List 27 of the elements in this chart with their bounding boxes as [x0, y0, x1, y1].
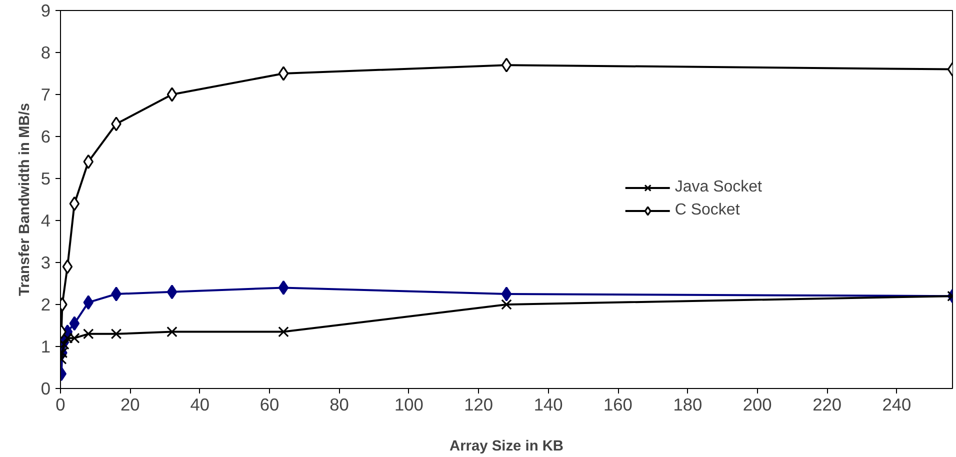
- y-tick-label: 9: [40, 0, 51, 20]
- legend-label: Java Socket: [674, 178, 762, 196]
- y-tick-label: 3: [40, 252, 51, 272]
- x-tick-label: 180: [673, 394, 702, 414]
- x-tick-label: 0: [56, 394, 66, 414]
- y-tick-label: 2: [40, 294, 51, 314]
- y-tick-label: 1: [40, 336, 51, 356]
- y-tick-label: 0: [40, 378, 51, 398]
- y-tick-label: 6: [40, 126, 51, 146]
- y-axis-title: Transfer Bandwidth in MB/s: [16, 102, 33, 296]
- x-tick-label: 140: [534, 394, 563, 414]
- x-tick-label: 20: [120, 394, 140, 414]
- y-tick-label: 8: [40, 42, 51, 62]
- y-tick-label: 4: [40, 210, 51, 230]
- x-tick-label: 200: [742, 394, 772, 414]
- x-tick-label: 60: [260, 394, 280, 414]
- x-tick-label: 220: [812, 394, 842, 414]
- y-tick-label: 7: [40, 84, 51, 104]
- x-tick-label: 160: [604, 394, 632, 414]
- x-tick-label: 240: [882, 394, 912, 414]
- x-tick-label: 80: [330, 394, 349, 414]
- legend-label: C Socket: [674, 202, 740, 220]
- y-tick-label: 5: [40, 168, 51, 188]
- x-tick-label: 40: [190, 394, 210, 414]
- x-axis-title: Array Size in KB: [449, 438, 564, 454]
- x-tick-label: 120: [464, 394, 494, 414]
- x-tick-label: 100: [394, 394, 424, 414]
